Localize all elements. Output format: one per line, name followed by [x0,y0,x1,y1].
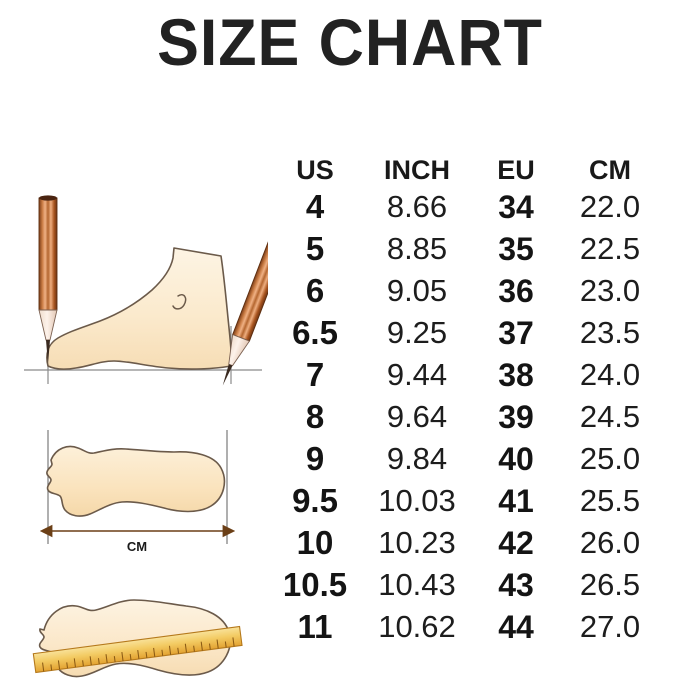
cell-cm: 25.0 [579,441,641,476]
table-header-row: US INCH EU CM [272,138,672,186]
column-header-inch: INCH [384,155,450,185]
cell-cm: 27.0 [579,609,641,644]
cell-inch: 8.85 [386,231,448,266]
cell-eu: 42 [498,524,534,561]
cell-eu: 39 [498,398,534,435]
cell-cm: 24.5 [579,399,641,434]
column-header-cm: CM [589,155,631,185]
ankle-mark [172,293,187,310]
cell-eu: 34 [498,188,534,225]
footprint-with-cm-dimension-icon: CM [18,418,268,563]
table-row: 11 10.62 44 27.0 [272,606,672,648]
foot-side-silhouette [46,247,233,370]
cell-eu: 36 [498,272,534,309]
page-title: SIZE CHART [157,5,543,79]
cell-inch: 10.23 [378,525,456,560]
cell-eu: 35 [498,230,534,267]
cell-us: 7 [305,356,325,393]
illustration-column: CM [0,0,285,700]
foot-side-view-with-pencils-icon [18,188,268,393]
cell-eu: 44 [498,608,534,645]
size-table: US INCH EU CM 4 8.66 34 22.0 5 8.85 35 22.5 6 9.0… [272,138,672,648]
cell-inch: 9.84 [386,441,448,476]
cell-eu: 38 [498,356,534,393]
cell-cm: 22.5 [579,231,641,266]
cell-eu: 41 [498,482,534,519]
table-row: 6.5 9.25 37 23.5 [272,312,672,354]
cell-inch: 8.66 [386,189,448,224]
table-row: 9 9.84 40 25.0 [272,438,672,480]
footprint-with-tape-measure-icon [18,578,268,696]
cell-us: 6.5 [292,314,338,351]
table-row: 10.5 10.43 43 26.5 [272,564,672,606]
table-row: 9.5 10.03 41 25.5 [272,480,672,522]
table-row: 10 10.23 42 26.0 [272,522,672,564]
cm-dimension-label: CM [127,539,147,554]
cell-us: 4 [305,188,325,225]
cell-cm: 23.5 [579,315,641,350]
cell-cm: 24.0 [579,357,641,392]
cell-us: 5 [305,230,325,267]
tape-measure [32,625,243,674]
cell-eu: 43 [498,566,534,603]
cell-inch: 10.62 [378,609,456,644]
table-row: 8 9.64 39 24.5 [272,396,672,438]
table-row: 6 9.05 36 23.0 [272,270,672,312]
column-header-eu: EU [497,155,535,185]
cell-us: 6 [305,272,325,309]
footprint-silhouette [46,445,226,517]
cell-eu: 40 [498,440,534,477]
table-row: 4 8.66 34 22.0 [272,186,672,228]
cell-us: 8 [305,398,325,435]
cell-us: 11 [297,608,333,645]
cell-us: 9.5 [292,482,338,519]
table-row: 7 9.44 38 24.0 [272,354,672,396]
cell-inch: 9.44 [386,357,448,392]
cell-inch: 9.64 [386,399,448,434]
cell-cm: 26.0 [579,525,641,560]
cell-cm: 22.0 [579,189,641,224]
cell-us: 9 [305,440,325,477]
cell-inch: 10.43 [378,567,456,602]
cell-us: 10.5 [282,566,348,603]
table-row: 5 8.85 35 22.5 [272,228,672,270]
column-header-us: US [296,155,334,185]
cell-cm: 26.5 [579,567,641,602]
cell-eu: 37 [498,314,534,351]
cell-inch: 9.25 [386,315,448,350]
pencil-left [38,195,58,364]
cell-cm: 25.5 [579,483,641,518]
cell-cm: 23.0 [579,273,641,308]
pencil-right [222,229,268,386]
cell-inch: 10.03 [378,483,456,518]
cell-us: 10 [296,524,334,561]
cell-inch: 9.05 [386,273,448,308]
table-body: 4 8.66 34 22.0 5 8.85 35 22.5 6 9.05 36 23.0 6.5 9.25… [272,186,672,648]
